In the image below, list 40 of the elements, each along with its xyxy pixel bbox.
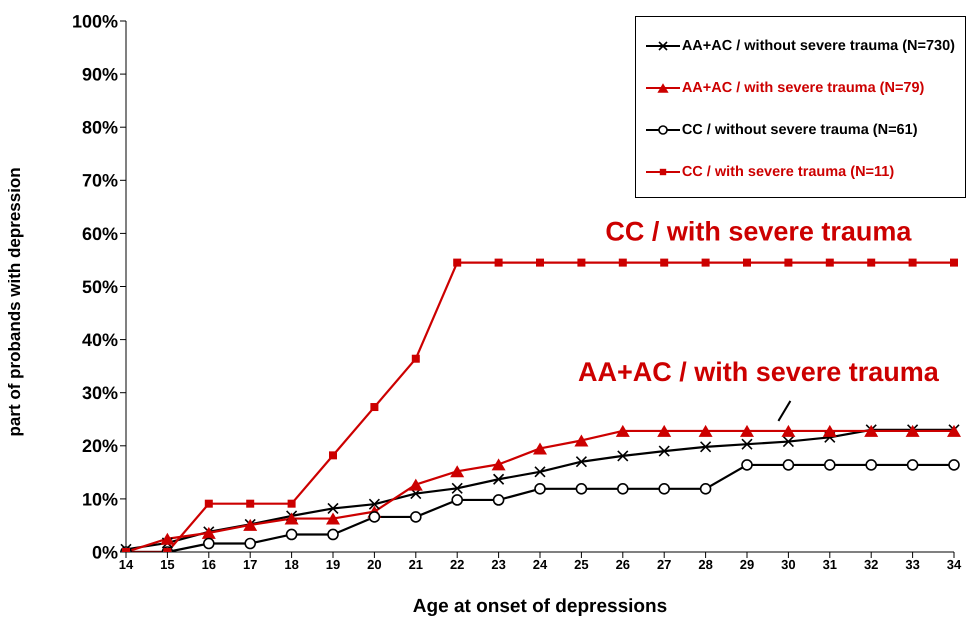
x-tick-label: 21 [408, 557, 424, 572]
x-tick-label: 30 [781, 557, 796, 572]
x-tick-label: 28 [698, 557, 713, 572]
x-axis-title: Age at onset of depressions [412, 596, 668, 617]
legend-label: AA+AC / without severe trauma (N=730) [682, 38, 955, 54]
x-tick-label: 22 [450, 557, 464, 572]
x-tick-label: 20 [367, 557, 382, 572]
x-tick-label: 17 [242, 557, 258, 572]
x-tick-label: 14 [118, 557, 134, 572]
annotation: CC / with severe trauma [605, 216, 912, 247]
legend-label: CC / with severe trauma (N=11) [682, 164, 894, 180]
y-tick-label: 90% [82, 64, 118, 84]
x-tick-label: 26 [616, 557, 630, 572]
y-tick-label: 20% [82, 436, 118, 456]
x-tick-label: 24 [532, 557, 548, 572]
legend-label: CC / without severe trauma (N=61) [682, 122, 918, 138]
x-tick-label: 18 [284, 557, 299, 572]
x-tick-label: 31 [822, 557, 838, 572]
y-tick-label: 50% [82, 276, 118, 297]
y-tick-label: 40% [82, 330, 118, 350]
y-tick-label: 10% [82, 489, 118, 510]
x-tick-label: 25 [574, 557, 589, 572]
x-tick-label: 33 [905, 557, 920, 572]
y-tick-label: 30% [82, 383, 118, 404]
y-tick-label: 100% [72, 11, 118, 32]
x-tick-label: 29 [740, 557, 754, 572]
x-tick-label: 34 [946, 557, 962, 572]
x-tick-label: 16 [202, 557, 216, 572]
y-tick-label: 80% [82, 118, 118, 138]
y-tick-label: 60% [82, 224, 118, 244]
x-tick-label: 27 [656, 557, 672, 572]
y-tick-label: 70% [82, 170, 118, 191]
x-tick-label: 23 [491, 557, 506, 572]
x-tick-label: 15 [160, 557, 175, 572]
y-tick-label: 0% [92, 542, 118, 562]
legend-label: AA+AC / with severe trauma (N=79) [682, 80, 924, 96]
y-axis-title: part of probands with depression [5, 167, 24, 436]
x-tick-label: 19 [326, 557, 340, 572]
annotation: AA+AC / with severe trauma [578, 356, 940, 387]
x-tick-label: 32 [864, 557, 878, 572]
